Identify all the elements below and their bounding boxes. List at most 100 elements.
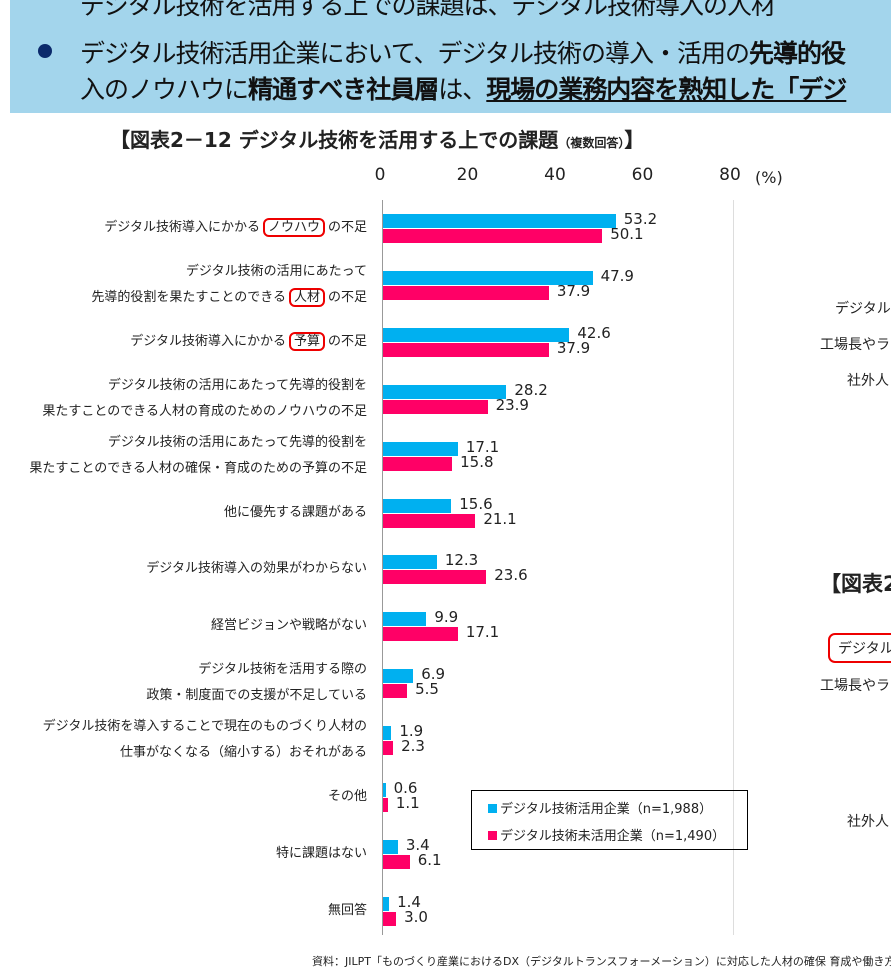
category-label-line: 無回答 [328, 898, 367, 924]
data-label: 50.1 [610, 225, 644, 243]
right-fragment: デジタル [828, 633, 891, 663]
legend: デジタル技術活用企業（n=1,988） デジタル技術未活用企業（n=1,490） [471, 790, 748, 850]
category-label-line: デジタル技術を導入することで現在のものづくり人材の [43, 714, 367, 740]
bar-non-user [383, 684, 408, 699]
banner-line-1: デジタル技術活用企業において、デジタル技術の導入・活用の先導的役 [80, 34, 846, 70]
axis-unit: (%) [755, 168, 783, 187]
data-label: 53.2 [623, 210, 658, 228]
category-label: 経営ビジョンや戦略がない [211, 613, 367, 639]
data-label: 3.4 [405, 835, 430, 854]
title-small: （複数回答） [558, 136, 625, 150]
bar-non-user [383, 570, 487, 585]
data-label: 1.9 [399, 722, 424, 741]
right-fragment: デジタル [835, 301, 891, 317]
highlight-box: 人材 [288, 287, 325, 307]
text-segment: デジタル技術の活用にあたって先導的役割を [107, 434, 367, 450]
category-label: 特に課題はない [276, 841, 367, 867]
bar-non-user [383, 342, 549, 357]
category-label-line: デジタル技術導入の効果がわからない [146, 556, 367, 582]
legend-item-1: デジタル技術未活用企業（n=1,490） [488, 825, 725, 844]
category-label: デジタル技術を導入することで現在のものづくり人材の仕事がなくなる（縮小する）おそ… [43, 714, 367, 766]
text-segment: 先導的役割を果たすことのできる [91, 289, 286, 305]
bar-non-user [383, 513, 476, 528]
data-label: 28.2 [514, 380, 548, 399]
text-segment: 現場の業務内容を熟知した「デジ [486, 75, 847, 104]
text-segment: デジタル技術導入にかかる [130, 333, 286, 349]
text-segment: は、 [438, 75, 487, 104]
data-label: 0.6 [393, 779, 418, 797]
text-segment: 仕事がなくなる（縮小する）おそれがある [119, 745, 367, 761]
category-label-line: 果たすことのできる人材の育成のためのノウハウの不足 [42, 399, 367, 425]
data-label: 23.9 [495, 395, 529, 414]
category-label: デジタル技術導入にかかる 予算 の不足 [130, 329, 367, 355]
data-label: 9.9 [434, 608, 459, 627]
data-label: 15.6 [459, 494, 493, 513]
text-segment: その他 [327, 789, 367, 804]
highlight-box: 予算 [288, 331, 325, 351]
right-fragment: 【図表2 [820, 572, 891, 596]
data-label: 6.9 [421, 665, 446, 684]
data-label: 17.1 [465, 437, 500, 456]
right-fragment: 社外人 [847, 373, 889, 389]
text-segment: デジタル技術活用企業において、デジタル技術の導入・活用の [80, 39, 750, 68]
plot-area: 53.2 50.1 47.9 37.9 42.6 37.9 28.2 23.9 17.1 15.8… [382, 200, 734, 935]
category-label-line: 他に優先する課題がある [224, 500, 367, 526]
bar-user [383, 498, 452, 513]
text-segment: 精通すべき社員層 [248, 75, 439, 104]
text-segment: デジタル技術を活用する際の [198, 662, 367, 678]
bar-user [383, 327, 570, 342]
x-tick-label: 0 [374, 165, 386, 185]
category-label: デジタル技術の活用にあたって先導的役割を果たすことのできる人材の育成のためのノウ… [42, 373, 367, 425]
category-label: デジタル技術導入にかかる ノウハウ の不足 [104, 215, 367, 241]
title-end: 】 [624, 128, 645, 152]
data-label: 1.4 [397, 892, 421, 911]
x-tick-label: 60 [631, 165, 654, 185]
right-fragment: 社外人 [847, 814, 889, 830]
category-label-line: デジタル技術の活用にあたって先導的役割を [29, 430, 367, 456]
data-label: 6.1 [417, 850, 442, 869]
data-label: 12.3 [444, 551, 479, 570]
bar-non-user [383, 285, 549, 300]
category-label-line: デジタル技術を活用する際の [146, 657, 367, 683]
data-label: 37.9 [556, 281, 591, 300]
text-segment: の不足 [327, 333, 367, 349]
category-label: デジタル技術の活用にあたって先導的役割を 果たすことのできる人材の確保・育成のため… [29, 430, 367, 482]
data-label: 42.6 [577, 323, 611, 342]
bar-non-user [383, 627, 458, 642]
text-segment: デジタル技術導入の効果がわからない [146, 561, 367, 577]
text-segment: デジタル技術導入にかかる [104, 220, 260, 235]
text-segment: 先導的役 [749, 39, 846, 68]
category-label-line: デジタル技術の活用にあたって [91, 259, 367, 285]
category-label-line: デジタル技術導入にかかる ノウハウ の不足 [104, 215, 367, 241]
legend-label: デジタル技術活用企業（n=1,988） [500, 802, 713, 817]
data-label: 15.8 [460, 452, 494, 471]
right-fragment: 工場長やラ [820, 678, 890, 694]
bar-non-user [383, 229, 603, 243]
legend-item-0: デジタル技術活用企業（n=1,988） [488, 798, 712, 817]
data-label: 2.3 [401, 737, 425, 756]
banner-line-0: デジタル技術を活用する上での課題は、デジタル技術導入の人材 [80, 0, 776, 20]
text-segment: 無回答 [327, 902, 367, 918]
bar-non-user [383, 854, 410, 869]
category-label: デジタル技術の活用にあたって先導的役割を果たすことのできる 人材 の不足 [91, 259, 367, 311]
category-label: デジタル技術を活用する際の 政策・制度面での支援が不足している [146, 657, 367, 709]
text-segment: の不足 [327, 220, 367, 235]
source-note: 資料：JILPT「ものづくり産業におけるDX（デジタルトランスフォーメーション）… [312, 955, 891, 968]
text-segment: 入のノウハウに [80, 75, 249, 104]
data-label: 3.0 [404, 907, 428, 926]
category-label: 無回答 [328, 898, 367, 924]
text-segment: デジタル技術の活用にあたって [185, 263, 367, 279]
summary-banner: デジタル技術を活用する上での課題は、デジタル技術導入の人材 デジタル技術活用企業… [10, 0, 891, 113]
category-label: 他に優先する課題がある [224, 500, 367, 526]
bar-user [383, 612, 427, 627]
bar-user [383, 441, 458, 456]
category-label-line: 先導的役割を果たすことのできる 人材 の不足 [91, 285, 367, 311]
legend-label: デジタル技術未活用企業（n=1,490） [500, 829, 726, 844]
bar-user [383, 555, 437, 570]
data-label: 1.1 [395, 794, 420, 812]
category-label-line: その他 [328, 784, 367, 810]
data-label: 21.1 [483, 509, 517, 528]
text-segment: デジタル技術の活用にあたって先導的役割を [107, 377, 367, 393]
title-main: 【図表2－12 デジタル技術を活用する上での課題 [110, 128, 559, 152]
bar-user [383, 384, 507, 399]
